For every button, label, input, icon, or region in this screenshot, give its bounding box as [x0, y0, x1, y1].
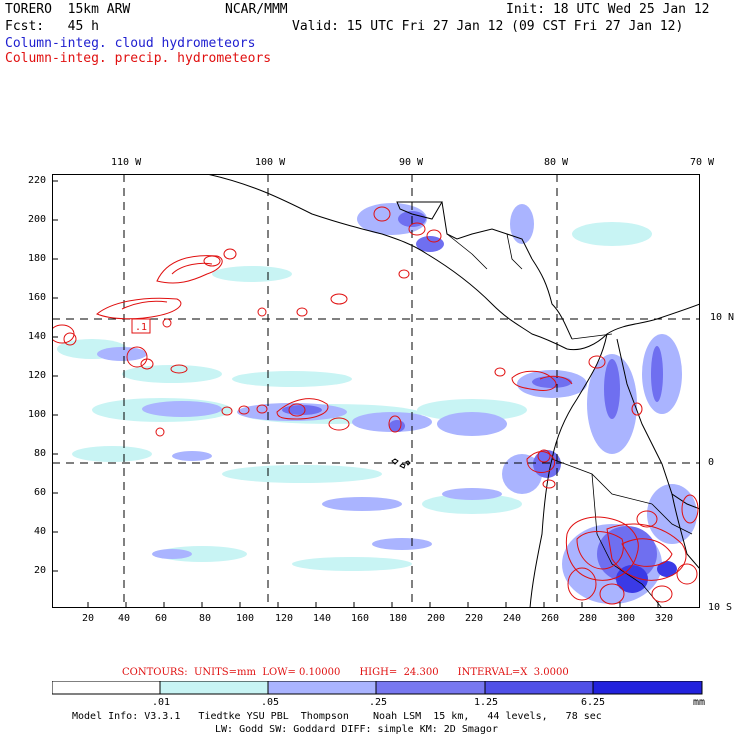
- colorbar-label-125: 1.25: [474, 697, 499, 708]
- lat-label-10s: 10 S: [708, 602, 733, 613]
- lon-label-70w: 70 W: [690, 157, 715, 168]
- lon-label-100w: 100 W: [255, 157, 286, 168]
- colorbar-label-025: .25: [369, 697, 388, 708]
- x-tick-280: 280: [579, 613, 598, 624]
- x-tick-120: 120: [275, 613, 294, 624]
- cloud-shading-dark: [282, 211, 663, 582]
- colorbar-label-001: .01: [152, 697, 171, 708]
- x-tick-80: 80: [199, 613, 212, 624]
- lon-label-80w: 80 W: [544, 157, 569, 168]
- x-tick-40: 40: [118, 613, 131, 624]
- init-time: Init: 18 UTC Wed 25 Jan 12: [506, 2, 710, 17]
- colorbar-bin-2: [267, 681, 377, 695]
- model-title: TORERO 15km ARW: [5, 2, 131, 17]
- colorbar-label-005: .05: [261, 697, 280, 708]
- y-tick-200: 200: [28, 214, 47, 225]
- colorbar-bin-4: [484, 681, 594, 695]
- y-tick-160: 160: [28, 292, 47, 303]
- y-tick-60: 60: [34, 487, 47, 498]
- lon-label-110w: 110 W: [111, 157, 142, 168]
- y-tick-120: 120: [28, 370, 47, 381]
- forecast-hour: Fcst: 45 h: [5, 19, 99, 34]
- lat-lon-grid: [52, 174, 700, 608]
- y-tick-220: 220: [28, 175, 47, 186]
- color-bar: [52, 681, 703, 695]
- model-info-line2: LW: Godd SW: Goddard DIFF: simple KM: 2D…: [215, 724, 498, 735]
- y-tick-20: 20: [34, 565, 47, 576]
- x-tick-220: 220: [465, 613, 484, 624]
- x-tick-180: 180: [389, 613, 408, 624]
- max-value-label: .1: [135, 322, 147, 333]
- map-panel: .1: [52, 174, 700, 608]
- y-tick-180: 180: [28, 253, 47, 264]
- colorbar-bin-0: [52, 681, 161, 695]
- model-info-line1: Model Info: V3.3.1 Tiedtke YSU PBL Thomp…: [72, 711, 602, 722]
- x-tick-260: 260: [541, 613, 560, 624]
- y-tick-140: 140: [28, 331, 47, 342]
- colorbar-bin-3: [375, 681, 486, 695]
- colorbar-bin-1: [159, 681, 269, 695]
- contours-info: CONTOURS: UNITS=mm LOW= 0.10000 HIGH= 24…: [122, 667, 569, 678]
- x-tick-100: 100: [236, 613, 255, 624]
- center-label: NCAR/MMM: [225, 2, 288, 17]
- x-tick-20: 20: [82, 613, 95, 624]
- colorbar-label-625: 6.25: [581, 697, 606, 708]
- valid-time: Valid: 15 UTC Fri 27 Jan 12 (09 CST Fri …: [292, 19, 684, 34]
- x-tick-200: 200: [427, 613, 446, 624]
- map-frame: [52, 174, 700, 608]
- frame-ticks: [52, 180, 659, 608]
- precip-contours: [52, 206, 699, 605]
- x-tick-160: 160: [351, 613, 370, 624]
- x-tick-320: 320: [655, 613, 674, 624]
- x-tick-140: 140: [313, 613, 332, 624]
- field-precip-label: Column-integ. precip. hydrometeors: [5, 51, 272, 66]
- lat-label-10n: 10 N: [710, 312, 735, 323]
- colorbar-bin-5: [592, 681, 703, 695]
- x-tick-60: 60: [155, 613, 168, 624]
- lon-label-90w: 90 W: [399, 157, 424, 168]
- x-tick-240: 240: [503, 613, 522, 624]
- max-value-box: [131, 318, 151, 334]
- colorbar-units: mm: [693, 697, 706, 708]
- y-tick-40: 40: [34, 526, 47, 537]
- coastlines: [206, 174, 700, 608]
- country-borders: [446, 233, 693, 608]
- x-tick-300: 300: [617, 613, 636, 624]
- y-tick-80: 80: [34, 448, 47, 459]
- y-tick-100: 100: [28, 409, 47, 420]
- field-cloud-label: Column-integ. cloud hydrometeors: [5, 36, 256, 51]
- lat-label-0: 0: [708, 457, 715, 468]
